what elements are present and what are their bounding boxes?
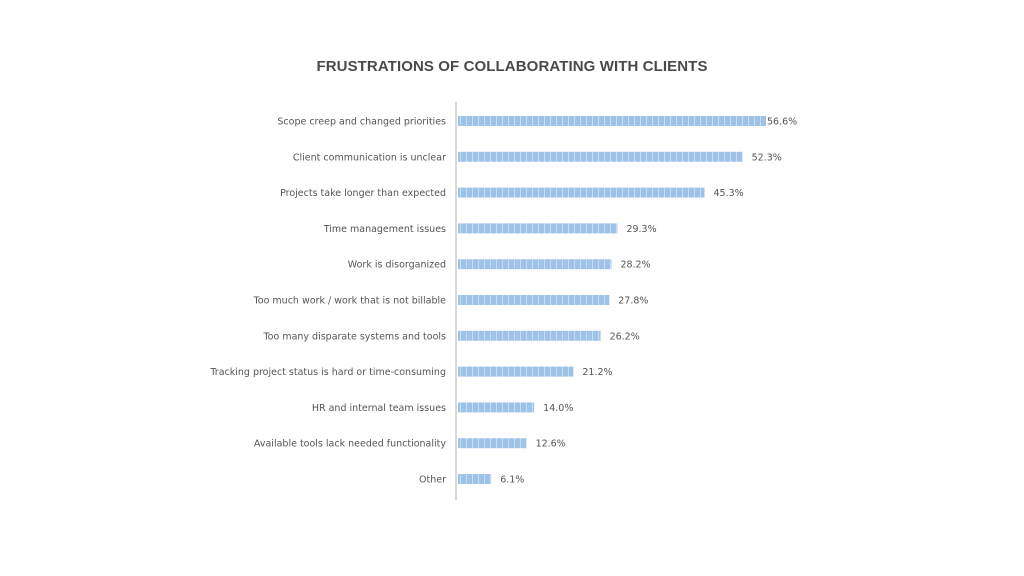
category-label: Available tools lack needed functionalit… xyxy=(254,439,446,450)
value-label: 27.8% xyxy=(618,296,648,307)
bar xyxy=(458,295,610,305)
bar xyxy=(458,438,527,449)
bar xyxy=(458,116,766,126)
category-label: Scope creep and changed priorities xyxy=(277,117,446,128)
category-label: Work is disorganized xyxy=(348,260,446,271)
value-label: 29.3% xyxy=(626,224,656,235)
category-label: Too many disparate systems and tools xyxy=(262,331,446,342)
bar xyxy=(458,187,705,198)
bars-layer: Scope creep and changed priorities 56.6% C… xyxy=(209,116,797,486)
value-label: 6.1% xyxy=(500,475,524,486)
category-label: HR and internal team issues xyxy=(312,403,446,414)
bar xyxy=(458,474,492,484)
bar xyxy=(458,402,535,413)
category-label: Time management issues xyxy=(323,224,446,235)
category-label: Too much work / work that is not billabl… xyxy=(253,296,447,307)
bar xyxy=(458,330,601,341)
value-label: 56.6% xyxy=(767,117,797,128)
chart-title: FRUSTRATIONS OF COLLABORATING WITH CLIEN… xyxy=(316,58,708,75)
value-label: 14.0% xyxy=(543,403,573,414)
category-label: Client communication is unclear xyxy=(293,152,446,163)
value-label: 21.2% xyxy=(582,367,612,378)
value-label: 28.2% xyxy=(620,260,650,271)
bar xyxy=(458,259,612,270)
value-label: 45.3% xyxy=(714,188,744,199)
bar xyxy=(458,223,618,234)
category-label: Other xyxy=(419,475,446,486)
value-label: 52.3% xyxy=(752,152,782,163)
bar xyxy=(458,151,743,162)
bar xyxy=(458,366,574,377)
category-label: Projects take longer than expected xyxy=(280,188,446,199)
category-label: Tracking project status is hard or time-… xyxy=(209,367,446,378)
value-label: 26.2% xyxy=(610,331,640,342)
value-label: 12.6% xyxy=(536,439,566,450)
